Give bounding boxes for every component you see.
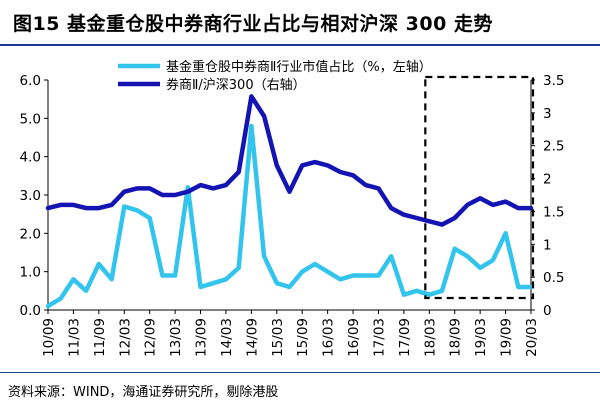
series-share-line [45,123,534,309]
x-tick-label: 15/03 [270,318,286,357]
footer-rule [0,372,600,373]
x-tick-label: 13/03 [168,318,184,357]
left-tick-label: 1.0 [20,265,41,281]
right-tick-label: 3.5 [543,73,564,89]
series-relative-line [45,94,534,227]
right-tick-label: 2.5 [543,139,564,155]
x-tick-label: 18/09 [448,318,464,357]
x-tick-label: 13/09 [194,318,210,357]
right-tick-label: 2 [543,172,552,188]
x-tick-label: 16/09 [346,318,362,357]
x-tick-label: 14/03 [219,318,235,357]
right-tick-label: 3 [543,106,552,122]
x-tick-label: 18/03 [422,318,438,357]
left-tick-label: 3.0 [20,188,41,204]
x-tick-label: 14/09 [244,318,260,357]
x-tick-label: 20/03 [524,318,540,357]
x-tick-label: 17/09 [397,318,413,357]
left-tick-label: 0.0 [20,303,41,319]
x-tick-label: 15/09 [295,318,311,357]
right-tick-label: 1.5 [543,204,564,220]
right-tick-label: 0.5 [543,270,564,286]
chart-title: 图15 基金重仓股中券商行业占比与相对沪深 300 走势 [13,13,493,35]
right-tick-label: 1 [543,237,552,253]
x-tick-label: 17/03 [371,318,387,357]
x-tick-label: 16/03 [321,318,337,357]
highlight-box [424,75,535,300]
title-bar: 图15 基金重仓股中券商行业占比与相对沪深 300 走势 [0,0,600,46]
left-tick-label: 5.0 [20,111,41,127]
x-tick-label: 12/09 [143,318,159,357]
chart: 0.0 1.0 2.0 3.0 4.0 5.0 6.0 0 0.5 1 1.5 2 2.5 3 3.5 10/… [20,59,565,357]
source-note: 资料来源：WIND，海通证券研究所，剔除港股 [8,385,279,400]
left-tick-label: 6.0 [20,73,41,89]
x-tick-label: 19/03 [473,318,489,357]
legend-label: 券商Ⅱ/沪深300（右轴） [166,77,306,93]
x-tick-label: 12/03 [117,318,133,357]
x-tick-label: 10/09 [41,318,57,357]
left-tick-label: 4.0 [20,150,41,166]
x-tick-label: 11/03 [66,318,82,357]
x-tick-label: 19/09 [499,318,515,357]
x-tick-label: 11/09 [92,318,108,357]
legend-label: 基金重仓股中券商Ⅱ行业市值占比（%，左轴） [166,59,432,75]
right-tick-label: 0 [543,303,552,319]
left-tick-label: 2.0 [20,226,41,242]
